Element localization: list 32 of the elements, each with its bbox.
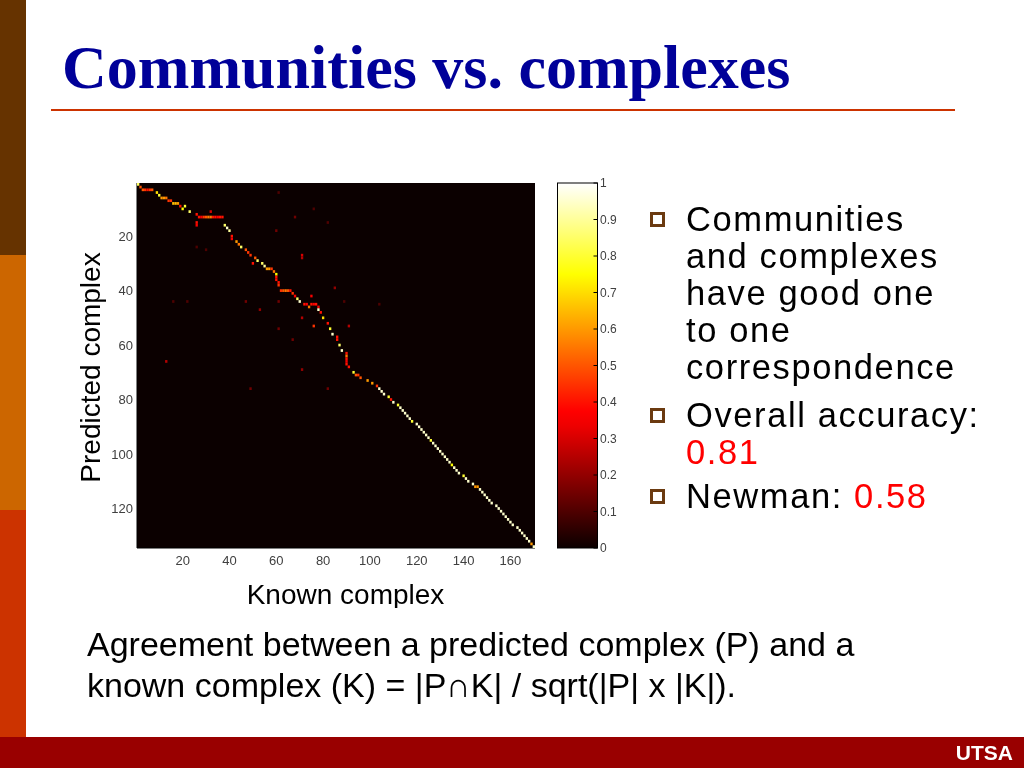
text: Overall accuracy: 0.81 bbox=[686, 396, 981, 471]
text: Communities and complexes have good one to one correspondence bbox=[686, 200, 957, 386]
y-axis-title: Predicted complex bbox=[74, 252, 106, 483]
color-bar-label: 0.2 bbox=[600, 468, 618, 482]
y-tick-label: 120 bbox=[111, 501, 133, 517]
x-tick-label: 20 bbox=[175, 553, 190, 569]
color-bar-label: 0.6 bbox=[600, 322, 618, 336]
color-bar-label: 0.9 bbox=[600, 212, 618, 227]
color-bar-label: 0.3 bbox=[600, 431, 618, 446]
x-tick-label: 80 bbox=[315, 553, 331, 569]
y-tick-label: 100 bbox=[111, 446, 133, 462]
text: Newman: 0.58 bbox=[686, 477, 929, 515]
text: UTSA bbox=[955, 740, 1013, 766]
color-bar-label: 0.5 bbox=[600, 358, 618, 373]
color-bar-label: 0 bbox=[600, 541, 607, 555]
x-tick-label: 60 bbox=[269, 553, 284, 569]
color-bar-label: 0.4 bbox=[600, 395, 618, 409]
x-tick-label: 140 bbox=[452, 553, 475, 569]
x-tick-label: 160 bbox=[499, 553, 522, 569]
x-tick-label: 40 bbox=[222, 553, 237, 569]
y-tick-label: 80 bbox=[118, 392, 133, 408]
text: Agreement between a predicted complex (P) and a known complex (K) = |P∩K| / sqrt(|P| x |K|). bbox=[87, 624, 856, 706]
color-bar-label: 0.8 bbox=[600, 249, 618, 263]
y-tick-label: 20 bbox=[118, 228, 133, 244]
color-bar-label: 0.7 bbox=[600, 285, 618, 300]
x-tick-label: 120 bbox=[405, 553, 428, 569]
y-tick-label: 60 bbox=[118, 337, 133, 353]
x-tick-label: 100 bbox=[359, 553, 381, 569]
chart-title: Communities vs. complexes bbox=[62, 33, 791, 101]
color-bar-label: 1 bbox=[600, 176, 607, 190]
y-tick-label: 40 bbox=[118, 283, 133, 299]
color-bar-label: 0.1 bbox=[600, 504, 618, 519]
